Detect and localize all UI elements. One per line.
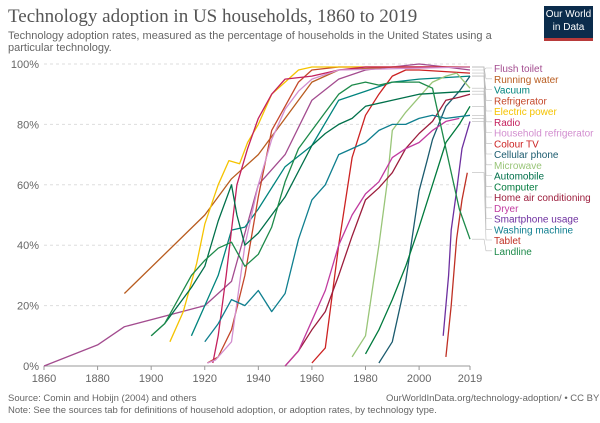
legend-connector-refrigerator	[472, 66, 492, 101]
series-line-home-air-conditioning	[284, 93, 471, 367]
y-tick-label: 20%	[17, 301, 39, 313]
legend-colour-tv: Colour TV	[494, 139, 539, 150]
legend-smartphone-usage: Smartphone usage	[494, 215, 579, 226]
legend-connector-flush-toilet	[472, 67, 492, 71]
legend-connector-electric-power	[472, 66, 492, 112]
x-tick-label: 1880	[85, 373, 109, 385]
legend-household-refrigerator: Household refrigerator	[494, 129, 594, 140]
legend-connectors	[472, 66, 492, 252]
series-line-household-refrigerator	[207, 66, 471, 364]
series-line-tablet	[445, 172, 468, 357]
logo-line-1: Our World	[545, 9, 592, 20]
series-line-electric-power	[169, 66, 470, 343]
legend-connector-microwave	[472, 87, 492, 166]
legend-connector-home-air-conditioning	[472, 93, 492, 198]
series-line-colour-tv	[311, 69, 471, 364]
source-note: Source: Comin and Hobijn (2004) and othe…	[8, 393, 197, 404]
legend-connector-dryer	[472, 118, 492, 209]
legend-refrigerator: Refrigerator	[494, 96, 547, 107]
series-line-computer	[364, 105, 471, 355]
legend-running-water: Running water	[494, 75, 559, 86]
series-line-landline	[150, 81, 471, 337]
logo-line-2: in Data	[552, 22, 585, 33]
source-url[interactable]: OurWorldInData.org/technology-adoption/ …	[386, 393, 600, 404]
x-tick-label: 1940	[246, 373, 270, 385]
series-lines	[43, 63, 471, 367]
series-line-microwave	[351, 72, 471, 358]
series-line-running-water	[123, 66, 470, 294]
legend-connector-washing-machine	[472, 115, 492, 230]
legend-washing-machine: Washing machine	[494, 225, 574, 236]
legend-flush-toilet: Flush toilet	[494, 64, 543, 75]
y-axis-ticks: 0% 20% 40% 60% 80% 100%	[11, 59, 39, 373]
series-line-automobile	[150, 90, 471, 337]
x-tick-label: 1900	[139, 373, 163, 385]
legend-dryer: Dryer	[494, 204, 519, 215]
legend-connector-vacuum	[472, 75, 492, 90]
legend-connector-landline	[472, 238, 492, 252]
y-tick-label: 80%	[17, 119, 39, 131]
series-line-refrigerator	[207, 66, 470, 364]
y-tick-label: 60%	[17, 180, 39, 192]
series-line-cellular-phone	[378, 75, 471, 364]
series-line-smartphone-usage	[442, 121, 471, 336]
series-line-flush-toilet	[43, 63, 471, 367]
legend-radio: Radio	[494, 118, 521, 129]
legend-connector-household-refrigerator	[472, 66, 492, 133]
legend-vacuum: Vacuum	[494, 86, 530, 97]
x-tick-label: 1860	[32, 373, 56, 385]
chart-title: Technology adoption in US households, 18…	[8, 6, 418, 27]
gridlines	[44, 63, 470, 367]
legend-computer: Computer	[494, 182, 539, 193]
legend-landline: Landline	[494, 247, 532, 258]
x-tick-label: 1980	[353, 373, 377, 385]
series-line-washing-machine	[204, 114, 471, 343]
legend-home-air-conditioning: Home air conditioning	[494, 193, 591, 204]
x-tick-label: 2019	[458, 373, 482, 385]
legend-connector-tablet	[472, 172, 492, 241]
legend-connector-automobile	[472, 90, 492, 176]
series-line-dryer	[284, 117, 460, 367]
x-tick-label: 1960	[300, 373, 324, 385]
x-tick-label: 1920	[193, 373, 217, 385]
footnote: Note: See the sources tab for definition…	[8, 405, 437, 416]
owid-logo[interactable]: Our World in Data	[544, 6, 593, 41]
chart-subtitle: Technology adoption rates, measured as t…	[8, 30, 492, 54]
legend-electric-power: Electric power	[494, 107, 557, 118]
legend-connector-smartphone-usage	[472, 121, 492, 219]
x-tick-label: 2000	[407, 373, 431, 385]
y-tick-label: 0%	[23, 361, 39, 373]
legend-tablet: Tablet	[494, 236, 521, 247]
y-tick-label: 40%	[17, 240, 39, 252]
x-axis-ticks: 1860 1880 1900 1920 1940 1960 1980 2000 2019	[32, 366, 482, 385]
legend-cellular-phone: Cellular phone	[494, 150, 559, 161]
legend-microwave: Microwave	[494, 161, 542, 172]
legend-automobile: Automobile	[494, 172, 544, 183]
y-tick-label: 100%	[11, 59, 39, 71]
